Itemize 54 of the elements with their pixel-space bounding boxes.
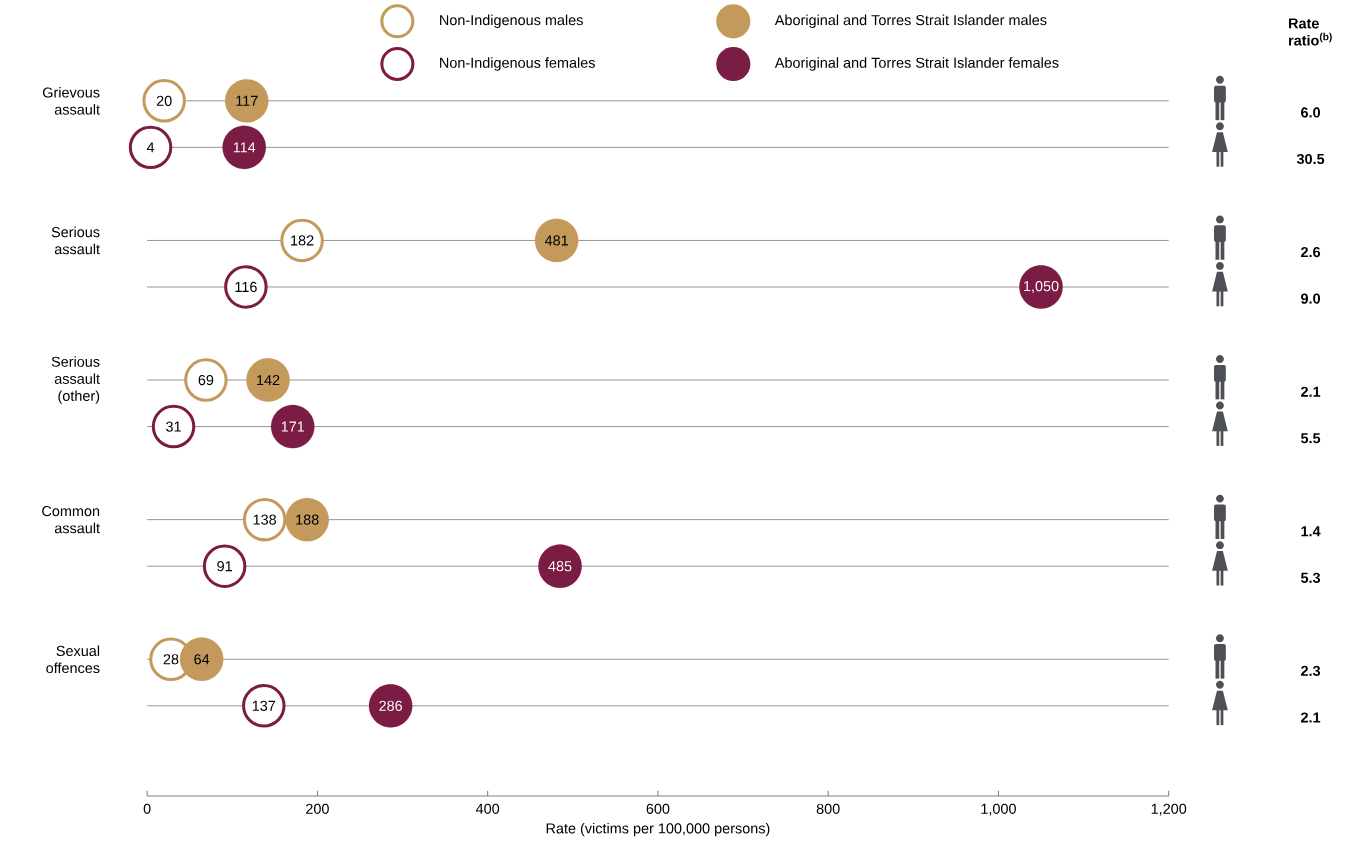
data-label: 114 <box>233 142 256 153</box>
data-label: 171 <box>281 421 305 432</box>
data-label: 116 <box>235 281 257 293</box>
x-tick-label: 1,200 <box>1151 803 1187 816</box>
data-label: 182 <box>291 235 314 246</box>
data-label: 4 <box>146 142 155 153</box>
text: 9.0 <box>1301 293 1321 304</box>
data-label: 137 <box>252 700 276 711</box>
y-tick-label: Serious assault (other) <box>51 356 100 404</box>
point <box>179 637 224 682</box>
text: 1.4 <box>1301 526 1321 537</box>
legend-label: Non-Indigenous females <box>440 57 595 71</box>
text: 2.3 <box>1301 665 1321 677</box>
y-tick-label: Common assault <box>42 506 100 534</box>
y-tick-label: Grievous assault <box>42 87 100 115</box>
y-tick-label: Serious assault <box>51 226 100 255</box>
text: 5.5 <box>1300 433 1321 444</box>
data-label: 31 <box>166 421 181 432</box>
legend-label: Aboriginal and Torres Strait Islander females <box>774 57 1059 71</box>
data-label: 69 <box>198 374 214 386</box>
text: 6.0 <box>1301 107 1321 118</box>
data-label: 485 <box>548 561 572 572</box>
x-tick-label: 600 <box>646 803 670 814</box>
data-label: 286 <box>379 700 403 711</box>
point <box>142 79 186 123</box>
data-label: 20 <box>156 95 172 106</box>
x-tick-label: 200 <box>306 803 329 814</box>
x-tick-label: 0 <box>143 803 151 814</box>
point <box>128 125 173 170</box>
data-label: 91 <box>217 561 232 572</box>
data-label: 188 <box>296 514 319 525</box>
data-label: 1,050 <box>1024 281 1059 293</box>
data-label: 28 <box>163 654 179 665</box>
data-label: 142 <box>257 375 280 386</box>
text: 2.1 <box>1301 386 1321 397</box>
point <box>151 404 196 449</box>
data-label: 117 <box>236 95 258 106</box>
data-label: 138 <box>253 514 277 525</box>
legend-label: Non-Indigenous males <box>440 14 583 29</box>
text: 2.6 <box>1301 246 1321 258</box>
text: 5.3 <box>1300 572 1321 583</box>
text: 30.5 <box>1296 153 1325 165</box>
x-tick-label: 800 <box>816 803 840 814</box>
data-label: 481 <box>544 235 568 246</box>
point <box>202 544 247 588</box>
y-tick-label: Sexual offences <box>46 645 100 674</box>
legend-label: Aboriginal and Torres Strait Islander males <box>774 14 1047 29</box>
data-label: 64 <box>194 654 210 665</box>
text: 2.1 <box>1301 712 1321 723</box>
x-tick-label: 1,000 <box>981 803 1016 816</box>
point <box>184 358 228 402</box>
text: Rate ratio$^{(b)}$ <box>1289 18 1332 46</box>
x-axis-title: Rate (victims per 100,000 persons) <box>546 822 770 837</box>
x-tick-label: 400 <box>475 803 500 814</box>
